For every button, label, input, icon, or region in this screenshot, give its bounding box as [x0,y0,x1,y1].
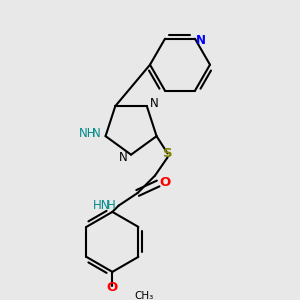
Text: N: N [92,127,101,140]
Text: S: S [163,147,172,160]
Text: O: O [107,281,118,294]
Text: N: N [150,97,159,110]
Text: NH: NH [79,127,97,140]
Text: HN: HN [93,199,111,212]
Text: N: N [196,34,206,47]
Text: N: N [119,151,128,164]
Text: H: H [106,199,115,212]
Text: CH₃: CH₃ [134,291,154,300]
Text: O: O [160,176,171,189]
